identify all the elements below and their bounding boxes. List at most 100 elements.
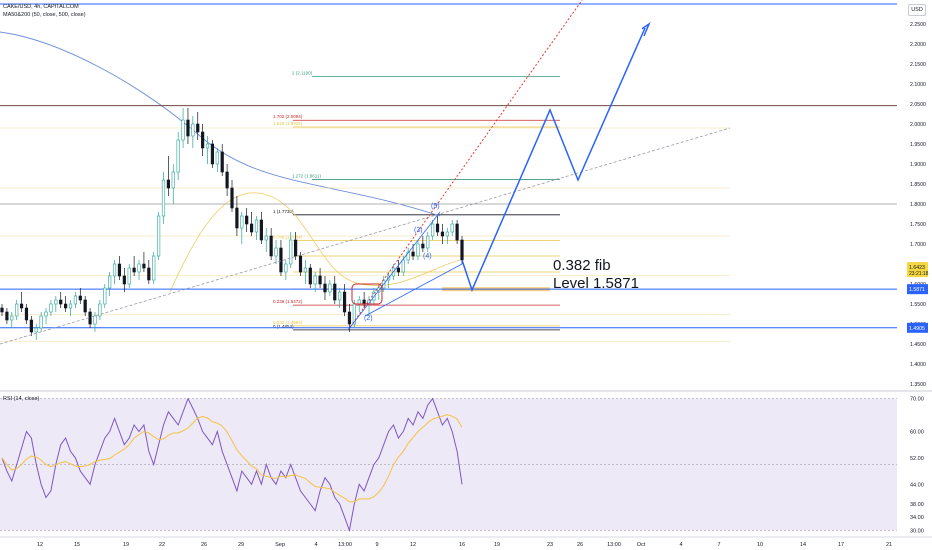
time-tick-label: 26 [577, 542, 583, 548]
candle-body [445, 231, 449, 237]
impulse-channel-upper [347, 211, 441, 331]
candle-body [431, 223, 435, 237]
fib-level-label: 0.786 (1.7084) [273, 235, 303, 240]
price-tick-label: 1.8500 [910, 182, 926, 188]
price-tick-label: 1.4500 [910, 342, 926, 348]
candle-body [455, 223, 459, 241]
candle-body [29, 319, 33, 333]
time-tick-label: 26 [201, 542, 207, 548]
candle-body [15, 303, 19, 317]
ma-slow-line [0, 31, 441, 217]
candle-body [333, 283, 337, 301]
rsi-tick-label: 38.00 [910, 502, 924, 508]
candle-body [406, 251, 410, 261]
candle-body [245, 215, 249, 225]
trend-line [0, 127, 731, 345]
candle-body [166, 179, 170, 189]
rsi-ma-line [1, 414, 463, 503]
candle-body [24, 307, 29, 321]
candle-body [342, 291, 347, 313]
symbol-legend[interactable]: CAKE/USD, 4h, CAPITALCOM [3, 4, 79, 10]
price-marker [907, 322, 928, 333]
candle-body [240, 215, 244, 229]
rsi-tick-label: 34.00 [910, 515, 924, 521]
price-marker-label: 1.5871 [909, 287, 925, 293]
candle-body [34, 327, 38, 333]
candle-body [83, 299, 87, 313]
candle-body [328, 283, 332, 293]
time-tick-label: 12 [410, 542, 416, 548]
wave-label: (4) [423, 253, 432, 260]
rsi-legend[interactable]: RSI (14, close) [3, 396, 40, 402]
candle-body [93, 315, 97, 325]
price-tick-label: 1.8000 [910, 202, 926, 208]
candle-body [171, 171, 175, 189]
time-tick-label: Sep [275, 542, 285, 548]
chart-legend: CAKE/USD, 4h, CAPITALCOM MA50&200 (50, c… [3, 3, 86, 19]
price-tick-label: 2.2000 [910, 42, 926, 48]
time-tick-label: 23 [547, 542, 553, 548]
candle-body [103, 287, 107, 305]
candle-body [147, 267, 151, 281]
candle-body [269, 235, 273, 257]
wave-label: (2) [364, 315, 373, 322]
time-tick-label: 15 [74, 542, 80, 548]
time-tick-label: 16 [459, 542, 465, 548]
candle-body [426, 235, 430, 249]
candle-body [401, 259, 405, 273]
candle-body [249, 223, 254, 233]
candle-body [274, 247, 278, 257]
candle-body [416, 243, 420, 257]
ma-legend[interactable]: MA50&200 (50, close, 500, close) [3, 12, 86, 18]
candle-body [176, 139, 180, 173]
candle-body [39, 315, 43, 329]
price-tick-label: 1.5500 [910, 302, 926, 308]
time-tick-label: 22 [159, 542, 165, 548]
candle-body [289, 239, 293, 265]
time-tick-label: 19 [123, 542, 129, 548]
currency-button[interactable]: USD [908, 4, 926, 16]
candle-body [64, 303, 68, 309]
candle-body [284, 263, 288, 273]
time-tick-label: 13:00 [338, 542, 352, 548]
time-tick-label: 13:00 [607, 542, 621, 548]
projection-arrowhead [641, 21, 651, 37]
candle-body [308, 267, 312, 285]
candle-body [10, 315, 14, 321]
candle-body [215, 151, 219, 165]
candle-body [156, 215, 161, 257]
fib-level-label: 0 (1.4854) [273, 324, 294, 329]
price-axis[interactable]: 2.2500 2.2000 2.1500 2.1000 2.0500 2.0000 1.95… [897, 0, 932, 390]
time-tick-label: Oct [637, 542, 646, 548]
price-tick-label: 1.4000 [910, 362, 926, 368]
price-marker [907, 284, 928, 295]
drawings[interactable]: (2) (3) (4) (5) [0, 0, 731, 345]
projection-path [461, 27, 646, 293]
candle-body [44, 311, 48, 317]
candle-body [279, 247, 283, 273]
fib-level-label: 1.702 (2.0094) [273, 114, 303, 119]
candle-body [411, 251, 415, 257]
candle-body [362, 299, 366, 305]
price-tick-label: 1.9000 [910, 162, 926, 168]
candle-body [225, 171, 229, 189]
time-tick-label: 19 [494, 542, 500, 548]
wave-label: (3) [414, 227, 423, 234]
candle-body [210, 143, 215, 165]
fib-level-label: 1.272 (1.8611) [292, 174, 321, 179]
price-marker-label: 1.4905 [909, 326, 925, 332]
candle-body [152, 255, 156, 281]
candle-body [161, 179, 166, 217]
candle-body [205, 143, 210, 149]
price-marker-sub: 23:21:18 [909, 271, 929, 277]
price-tick-label: 1.7000 [910, 242, 926, 248]
fib-level-label: 1.618 (1.9925) [273, 121, 303, 126]
candle-body [112, 263, 117, 277]
candle-body [294, 239, 298, 257]
time-axis[interactable]: 12 15 19 22 26 29 Sep 4 13:00 9 12 16 19 23 26 13:00 Oct… [0, 536, 932, 548]
ma-fast-line [169, 192, 461, 293]
candle-body [78, 295, 82, 301]
candle-body [254, 219, 259, 233]
price-marker [907, 262, 928, 278]
